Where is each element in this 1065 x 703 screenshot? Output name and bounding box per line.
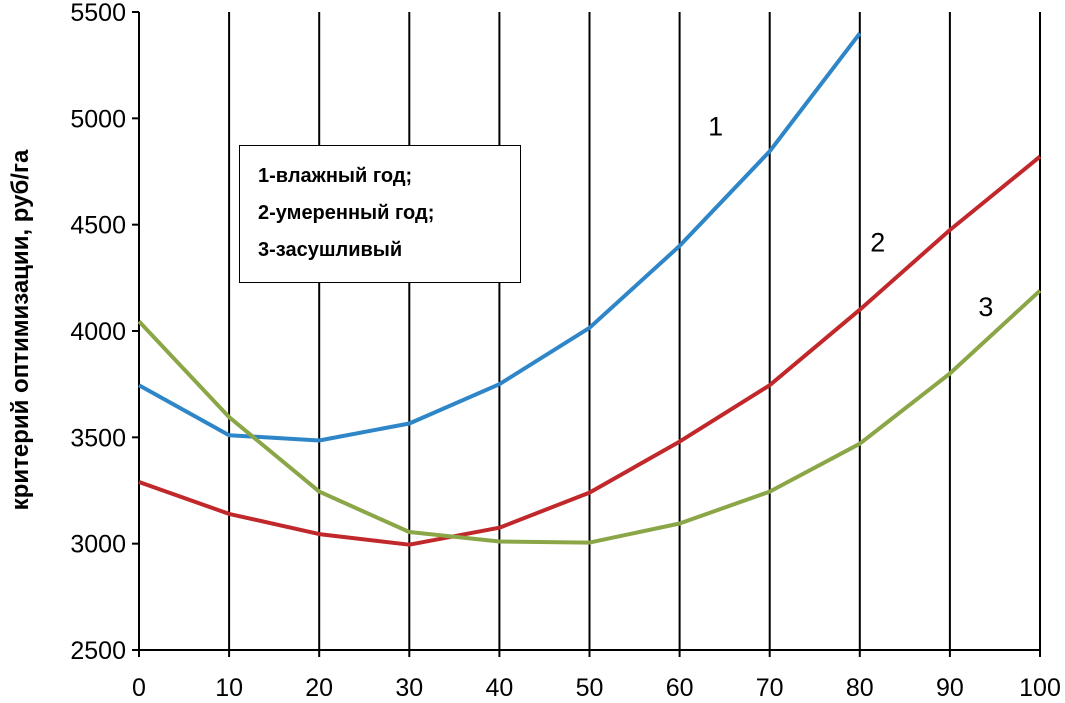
x-tick-label-90: 90 [936,674,964,702]
series-line-3 [137,289,1042,545]
series-lines [137,32,1042,547]
y-tick-label-5500: 5500 [70,0,126,27]
y-tick-label-3500: 3500 [70,424,126,452]
legend-entry-3: 3-засушливый [258,239,403,261]
y-tick-label-2500: 2500 [70,637,126,665]
axes [132,11,1041,657]
x-tick-label-30: 30 [395,674,423,702]
tick-labels: 2500 3000 3500 4000 4500 5000 5500 0 10 20 30 40 50 6… [70,0,1060,702]
x-tick-label-70: 70 [756,674,784,702]
series-labels: 1 2 3 [708,111,993,322]
x-tick-label-50: 50 [576,674,604,702]
grid-lines [228,12,1041,650]
series-label-3: 3 [978,292,993,322]
series-label-2: 2 [870,227,885,257]
x-tick-label-60: 60 [666,674,694,702]
legend-entry-1: 1-влажный год; [258,165,413,187]
y-tick-label-3000: 3000 [70,531,126,559]
x-tick-label-80: 80 [846,674,874,702]
x-tick-label-40: 40 [485,674,513,702]
y-tick-label-4000: 4000 [70,318,126,346]
x-tick-label-20: 20 [305,674,333,702]
legend: 1-влажный год; 2-умеренный год; 3-засушл… [239,145,521,283]
y-tick-label-4500: 4500 [70,212,126,240]
y-tick-label-5000: 5000 [70,105,126,133]
x-tick-label-0: 0 [132,674,146,702]
x-tick-label-10: 10 [215,674,243,702]
legend-entry-2: 2-умеренный год; [258,202,435,224]
series-line-2 [138,155,1042,547]
series-line-1 [138,32,862,443]
series-label-1: 1 [708,111,723,141]
y-axis-label: критерий оптимизации, руб/га [7,149,34,510]
x-tick-label-100: 100 [1019,674,1061,702]
